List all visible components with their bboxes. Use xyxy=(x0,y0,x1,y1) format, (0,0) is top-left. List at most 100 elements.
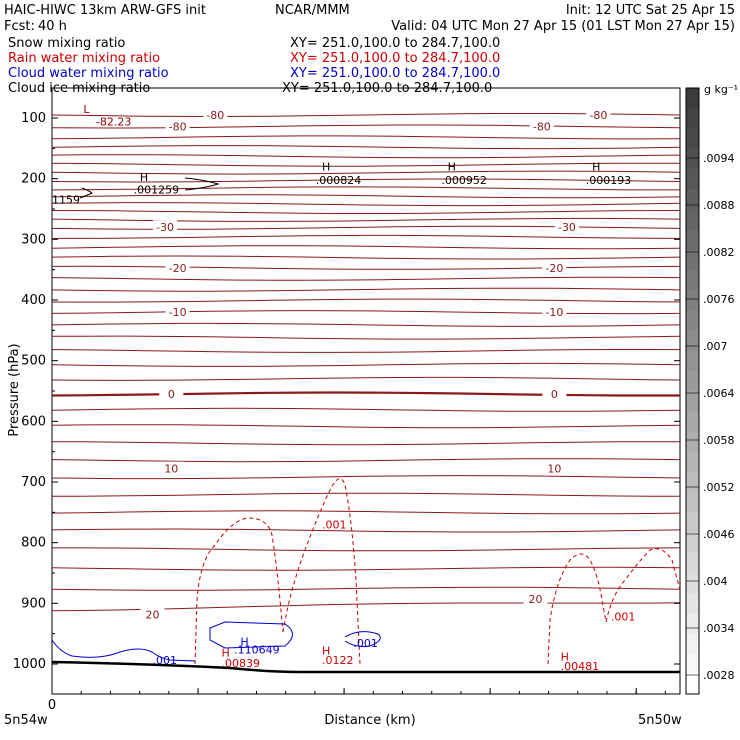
valid-label: Valid: 04 UTC Mon 27 Apr 15 (01 LST Mon … xyxy=(391,19,735,34)
y-tick-label: 100 xyxy=(21,111,46,126)
y-tick-label: 1000 xyxy=(13,657,46,672)
isotherm-line xyxy=(52,234,681,239)
colorbar-frame xyxy=(685,87,700,695)
x-end-label-right: 5n50w xyxy=(638,713,682,728)
snow-contour xyxy=(79,187,93,199)
isotherm-line xyxy=(51,349,681,353)
colorbar-label: .0082 xyxy=(703,246,735,259)
extremum-label: .0122 xyxy=(322,654,354,667)
colorbar-label: .0046 xyxy=(703,528,735,541)
extremum-label: -82.23 xyxy=(96,116,131,129)
colorbar-swatch xyxy=(686,512,699,533)
field-xy-cloud-water: XY= 251.0,100.0 to 284.7,100.0 xyxy=(290,66,500,81)
colorbar-label: .007 xyxy=(703,340,728,353)
temperature-contour-label: -30 xyxy=(558,221,576,234)
colorbar-swatch xyxy=(686,128,699,150)
terrain-surface xyxy=(51,660,680,674)
isotherm-line xyxy=(51,362,681,367)
colorbar-swatch xyxy=(686,249,699,271)
contour-label-bg xyxy=(153,220,178,234)
colorbar-unit: g kg⁻¹ xyxy=(704,83,738,96)
isotherm-line xyxy=(52,492,680,497)
extremum-label: .001 xyxy=(152,654,177,667)
isotherm-line xyxy=(51,424,681,429)
colorbar-swatch xyxy=(686,572,699,594)
isotherm-line xyxy=(51,566,681,571)
rain-contours xyxy=(194,478,681,665)
extremum-label: .001 xyxy=(322,518,347,531)
extremum-label: H xyxy=(561,651,569,664)
extremum-label: .00839 xyxy=(222,657,261,670)
temperature-contour-label: -80 xyxy=(206,109,224,122)
field-name-snow: Snow mixing ratio xyxy=(8,36,125,51)
temperature-contour-label: -30 xyxy=(156,221,174,234)
x-axis-label: Distance (km) xyxy=(324,713,415,728)
cloud-water-contour xyxy=(344,631,381,647)
isotherm-line xyxy=(51,335,681,340)
extremum-label: .001 xyxy=(353,637,378,650)
isotherm-line xyxy=(51,255,681,260)
x-end-label-left: 5n54w xyxy=(4,713,48,728)
y-tick-label: 300 xyxy=(21,232,46,247)
extremum-label: .000193 xyxy=(586,174,632,187)
isotherm-line xyxy=(51,310,681,315)
contour-label-bg xyxy=(203,107,228,121)
extremum-label: .001259 xyxy=(134,184,180,197)
field-name-cloud-water: Cloud water mixing ratio xyxy=(8,66,169,81)
colorbar-swatch xyxy=(686,673,699,695)
temperature-contour-label: -20 xyxy=(169,262,187,275)
temperature-contour-label: 10 xyxy=(164,463,178,476)
contour-label-bg xyxy=(542,260,567,274)
rain-contour xyxy=(282,478,361,665)
colorbar-swatch xyxy=(686,310,699,331)
extremum-label: 1159 xyxy=(52,193,80,206)
colorbar-swatch xyxy=(686,633,699,655)
extremum-label: .001 xyxy=(611,611,636,624)
isotherm-line xyxy=(51,225,681,230)
contour-label-bg xyxy=(159,387,184,401)
field-xy-snow: XY= 251.0,100.0 to 284.7,100.0 xyxy=(290,36,500,51)
colorbar-label: .0052 xyxy=(703,481,735,494)
extremum-label: L xyxy=(83,103,90,116)
colorbar-swatch xyxy=(686,492,699,513)
extremum-label: H xyxy=(448,161,456,174)
rain-contour xyxy=(605,548,681,623)
contour-label-bg xyxy=(165,260,190,274)
snow-contour xyxy=(184,177,220,191)
contour-label-bg xyxy=(542,387,567,401)
contour-labels: -80 -80 -80 -80 -30 -30 -20 -20 -10 -10 0 0 10 10 20 20… xyxy=(52,103,635,673)
colorbar-swatch xyxy=(686,431,699,453)
y-tick-label: 400 xyxy=(21,293,46,308)
extremum-label: .000952 xyxy=(441,174,487,187)
x-axis xyxy=(51,688,666,694)
cloud-water-contour xyxy=(51,639,196,662)
colorbar-swatch xyxy=(686,471,699,493)
colorbar: .0094 .0088 .0082 .0076 .007 .0064 .0058 .0052.… xyxy=(685,87,735,695)
field-name-rain: Rain water mixing ratio xyxy=(8,51,160,66)
isotherm-line xyxy=(51,135,681,140)
isotherm-line xyxy=(51,210,681,214)
colorbar-label: .0058 xyxy=(703,434,735,447)
y-tick-label: 200 xyxy=(21,172,46,187)
isotherm-line xyxy=(51,154,681,159)
isotherm-line xyxy=(51,287,681,292)
extremum-label: .00481 xyxy=(561,660,600,673)
colorbar-swatch xyxy=(686,229,699,251)
cloud-water-contours xyxy=(51,621,381,662)
isotherm-line xyxy=(51,458,681,463)
fcst-label: Fcst: xyxy=(4,19,35,34)
colorbar-label: .0076 xyxy=(703,293,735,306)
colorbar-swatch xyxy=(686,593,699,614)
contour-label-bg xyxy=(165,119,190,133)
isotherm-line xyxy=(51,322,681,327)
isotherm-line xyxy=(51,475,681,480)
y-axis-label: Pressure (hPa) xyxy=(7,343,22,436)
colorbar-swatch xyxy=(686,653,699,675)
contour-label-bg xyxy=(586,107,611,121)
colorbar-swatch xyxy=(686,209,699,230)
rain-contour xyxy=(547,553,607,665)
colorbar-swatch xyxy=(686,189,699,210)
isotherm-line xyxy=(51,265,681,270)
temperature-contour-label: 20 xyxy=(145,608,159,621)
contour-label-bg xyxy=(165,305,190,319)
